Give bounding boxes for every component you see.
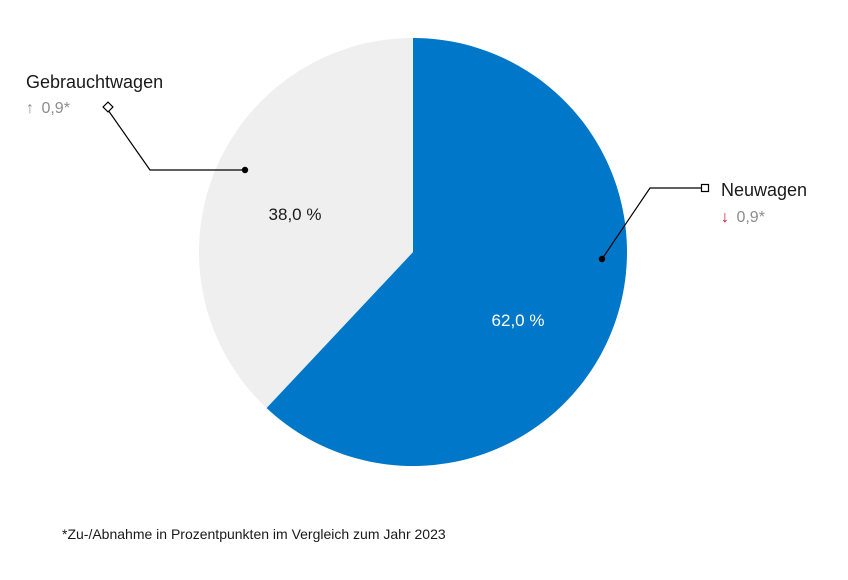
leader-marker-gebrauchtwagen [102, 101, 114, 113]
slice-value-label-gebrauchtwagen: 38,0 % [269, 205, 322, 224]
category-label-gebrauchtwagen: Gebrauchtwagen [26, 72, 163, 92]
pie-slice-gebrauchtwagen [198, 38, 413, 408]
callout-neuwagen: Neuwagen ↓ 0,9* [598, 180, 807, 263]
arrow-up-icon: ↑ [26, 100, 34, 117]
arrow-down-icon: ↓ [721, 209, 729, 226]
leader-dot-gebrauchtwagen [241, 166, 249, 174]
slice-value-label-neuwagen: 62,0 % [492, 311, 545, 330]
pie-slices [198, 38, 627, 466]
change-value-neuwagen: 0,9* [736, 209, 764, 226]
leader-marker-neuwagen [700, 183, 710, 193]
pie-slice-neuwagen [266, 38, 627, 466]
change-value-gebrauchtwagen: 0,9* [41, 100, 69, 117]
leader-dot-neuwagen [598, 255, 606, 263]
category-label-neuwagen: Neuwagen [721, 180, 807, 200]
leader-line-gebrauchtwagen [107, 109, 245, 171]
footnote: *Zu-/Abnahme in Prozentpunkten im Vergle… [62, 526, 446, 542]
leader-line-neuwagen [601, 187, 705, 260]
change-label-gebrauchtwagen: ↑ 0,9* [26, 100, 70, 117]
callout-gebrauchtwagen: Gebrauchtwagen ↑ 0,9* [26, 72, 249, 174]
change-label-neuwagen: ↓ 0,9* [721, 209, 765, 226]
